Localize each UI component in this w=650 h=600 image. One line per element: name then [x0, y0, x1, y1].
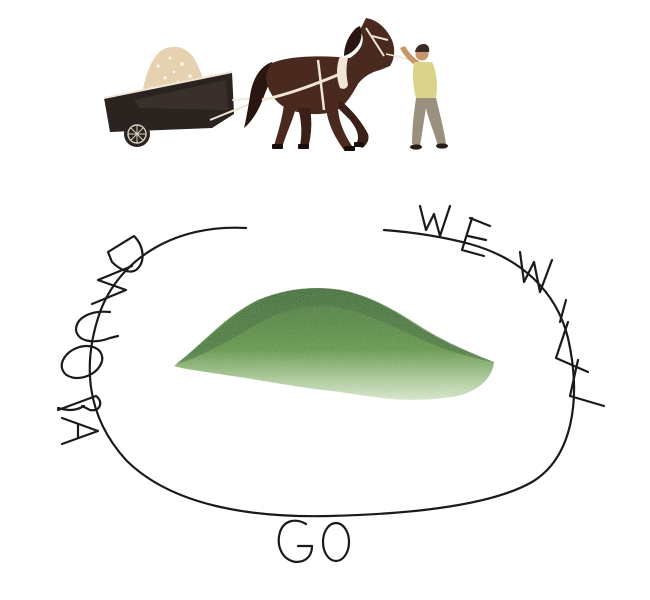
horse-leg-back-2 [298, 108, 311, 148]
man-shirt [413, 62, 437, 98]
horse-harness-collar [337, 56, 348, 89]
handwriting-go [279, 521, 349, 562]
green-hill [174, 288, 494, 400]
handwriting-we [420, 206, 490, 256]
handwriting-will [520, 252, 604, 406]
cart-illustration [104, 47, 262, 147]
horse-illustration [244, 18, 410, 151]
man-hair [415, 44, 429, 52]
handwriting-around [57, 236, 143, 444]
horse-body [266, 18, 394, 114]
man-trousers [412, 98, 446, 146]
horse-leg-back-1 [274, 104, 296, 148]
